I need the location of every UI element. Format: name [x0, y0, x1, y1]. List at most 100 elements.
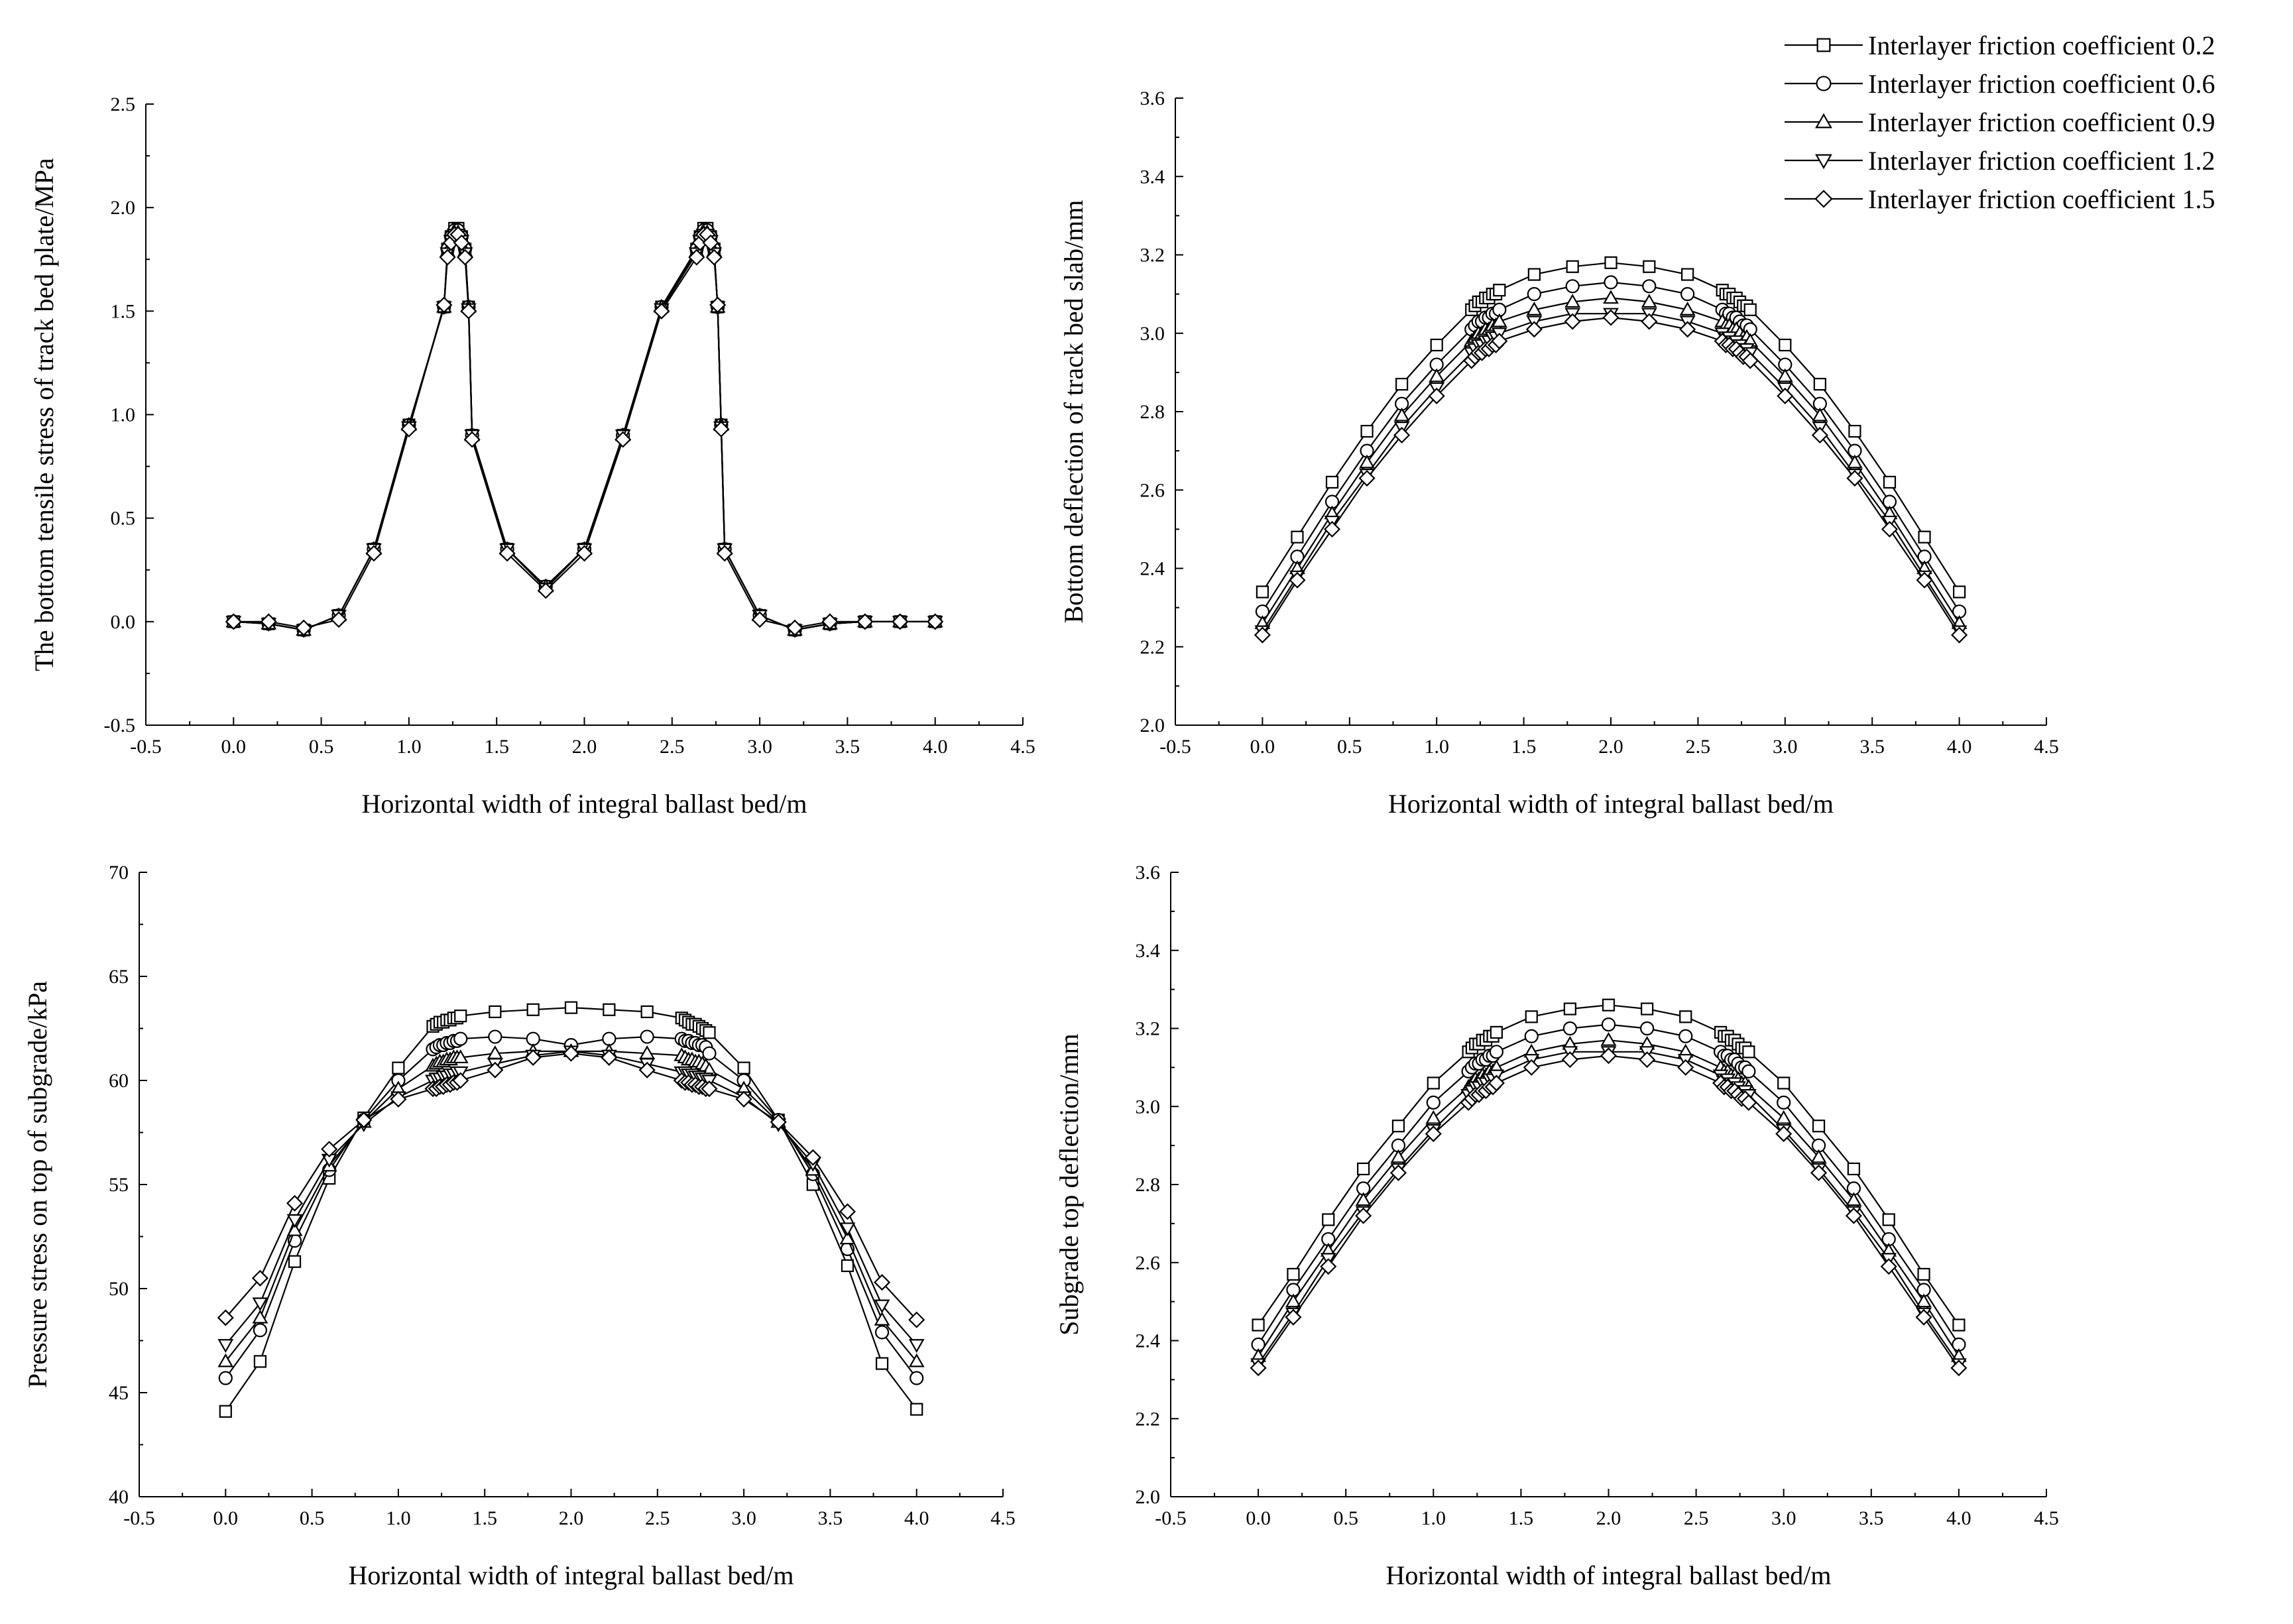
y-axis-label: Pressure stress on top of subgrade/kPa: [23, 981, 52, 1389]
data-point: [1881, 520, 1899, 538]
y-axis-label: Subgrade top deflection/mm: [1054, 1033, 1084, 1335]
data-point: [1741, 352, 1759, 369]
x-tick-label: 3.0: [747, 736, 772, 758]
data-point: [1527, 268, 1541, 281]
data-point: [1604, 275, 1618, 290]
series-diamond: [1254, 309, 1968, 644]
data-point: [217, 1309, 234, 1326]
series-triangle-down: [225, 229, 943, 638]
y-axis-label: The bottom tensile stress of track bed p…: [29, 158, 59, 671]
data-point: [640, 1029, 654, 1044]
series-diamond: [1250, 1047, 1968, 1377]
data-point: [537, 582, 554, 599]
data-point: [1951, 626, 1968, 644]
data-point: [1915, 1308, 1932, 1326]
data-point: [1358, 469, 1376, 487]
data-point: [737, 1061, 750, 1074]
data-point: [874, 1311, 890, 1326]
data-point: [253, 1323, 268, 1338]
y-tick-label: 2.4: [1136, 1330, 1161, 1352]
y-tick-label: 3.0: [1136, 1096, 1161, 1118]
data-point: [1953, 585, 1966, 599]
series-circle: [1255, 275, 1967, 619]
y-tick-label: 70: [109, 862, 129, 884]
data-point: [1952, 1318, 1966, 1332]
data-point: [1679, 321, 1696, 338]
data-point: [601, 1049, 618, 1067]
series-line: [233, 227, 935, 631]
data-point: [1775, 1110, 1792, 1124]
data-point: [453, 234, 470, 251]
data-point: [1493, 284, 1506, 297]
x-tick-label: 4.0: [904, 1507, 929, 1529]
data-point: [1679, 302, 1696, 316]
y-tick-label: 2.6: [1136, 1252, 1161, 1274]
chart-bottom-left: -0.5 0.0 0.5 1.0 1.5 2.0 2.5 3.0 3.5 4.0 4.5 40 45 50…: [23, 862, 1016, 1590]
legend-label: Interlayer friction coefficient 1.2: [1868, 146, 2215, 176]
data-point: [839, 1230, 856, 1245]
data-point: [260, 613, 277, 630]
data-point: [1524, 1029, 1539, 1043]
data-point: [1916, 571, 1933, 589]
data-point: [839, 1203, 856, 1220]
data-point: [1391, 1120, 1405, 1133]
data-point: [1525, 1010, 1538, 1023]
y-tick-label: 0.5: [111, 508, 136, 530]
data-point: [875, 1357, 889, 1370]
data-point: [288, 1255, 302, 1268]
data-point: [526, 1003, 540, 1016]
data-point: [1742, 1045, 1755, 1059]
data-point: [701, 1080, 718, 1098]
y-tick-label: 2.8: [1136, 1174, 1161, 1196]
data-point: [330, 611, 347, 628]
x-axis-label: Horizontal width of integral ballast bed…: [1388, 789, 1834, 819]
legend-item: Interlayer friction coefficient 1.5: [1785, 184, 2215, 214]
data-point: [1565, 279, 1580, 294]
data-point: [1813, 378, 1826, 391]
y-tick-label: 2.0: [1140, 715, 1165, 736]
data-point: [713, 420, 730, 437]
data-point: [908, 1353, 925, 1367]
data-point: [365, 545, 382, 562]
data-point: [1322, 1213, 1335, 1226]
data-point: [910, 1371, 924, 1385]
data-point: [460, 302, 477, 319]
series-square: [1252, 998, 1966, 1332]
data-point: [1777, 368, 1793, 382]
data-point: [1564, 313, 1581, 330]
y-tick-label: 2.5: [111, 93, 136, 115]
data-point: [1489, 1045, 1504, 1059]
data-point: [217, 1353, 234, 1367]
data-point: [1741, 1064, 1756, 1078]
data-point: [1389, 1164, 1407, 1181]
data-point: [1777, 1076, 1791, 1090]
data-point: [1880, 1258, 1897, 1275]
series-square: [227, 221, 942, 636]
legend-item: Interlayer friction coefficient 0.2: [1785, 30, 2215, 60]
series-triangle-down: [217, 1045, 925, 1353]
data-point: [321, 1141, 338, 1158]
data-point: [1287, 1267, 1300, 1281]
data-point: [688, 249, 705, 266]
x-tick-label: 3.5: [1859, 736, 1885, 758]
data-point: [856, 613, 874, 630]
x-tick-label: 1.0: [1421, 1507, 1446, 1529]
data-point: [1603, 290, 1619, 304]
x-tick-label: 0.5: [309, 736, 334, 758]
data-point: [1639, 1051, 1656, 1069]
y-tick-label: 60: [109, 1070, 129, 1092]
data-point: [457, 249, 474, 266]
x-tick-label: 3.5: [818, 1507, 843, 1529]
data-point: [1561, 1051, 1578, 1069]
y-tick-label: 65: [109, 966, 129, 988]
x-tick-label: 4.0: [1947, 736, 1972, 758]
data-point: [1426, 1095, 1440, 1110]
series-line: [233, 233, 935, 629]
data-point: [735, 1090, 752, 1108]
data-point: [400, 420, 418, 437]
data-point: [225, 613, 242, 630]
y-tick-label: 45: [109, 1382, 129, 1404]
data-point: [1285, 1293, 1301, 1308]
data-point: [1680, 287, 1695, 302]
